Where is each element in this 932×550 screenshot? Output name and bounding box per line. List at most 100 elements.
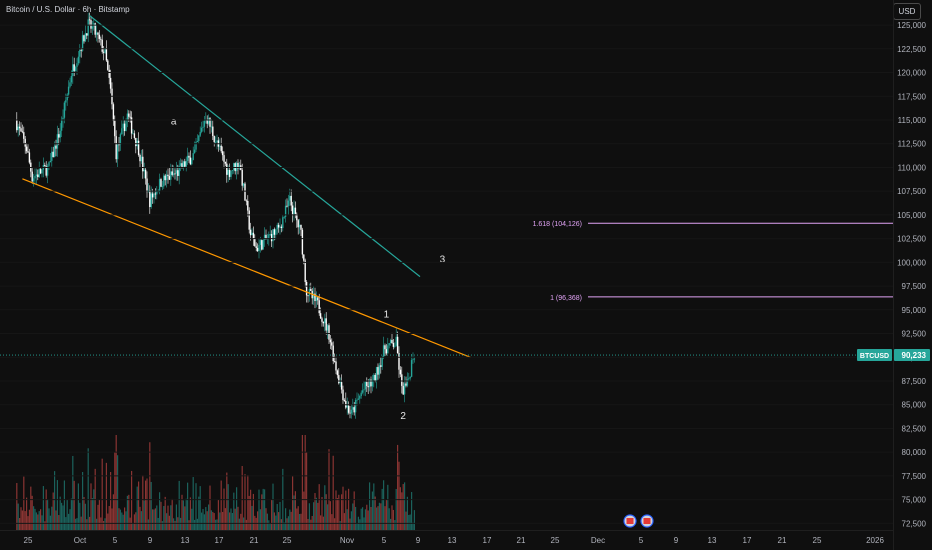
volume-bar xyxy=(110,472,112,530)
volume-bar xyxy=(118,508,120,530)
volume-bar xyxy=(334,518,336,530)
y-tick-label: 115,000 xyxy=(898,116,927,125)
volume-bar xyxy=(47,499,49,530)
volume-bar xyxy=(58,515,60,530)
candle-body xyxy=(24,138,26,147)
volume-bar xyxy=(306,452,308,530)
volume-bar xyxy=(87,448,89,530)
candle-body xyxy=(133,133,136,138)
candle-body xyxy=(46,165,49,176)
volume-bar xyxy=(272,483,274,530)
candle-body xyxy=(18,126,21,129)
candle-body xyxy=(212,126,214,137)
candle-body xyxy=(273,229,276,235)
volume-bar xyxy=(62,505,64,530)
candle-body xyxy=(314,293,316,302)
volume-bar xyxy=(387,484,389,530)
volume-bar xyxy=(413,510,415,530)
candle-body xyxy=(238,165,241,169)
volume-bar xyxy=(262,488,264,530)
volume-bar xyxy=(304,435,306,530)
volume-bar xyxy=(388,508,390,530)
candle-body xyxy=(284,205,287,217)
volume-bar xyxy=(397,444,399,530)
volume-bar xyxy=(402,484,404,530)
volume-bar xyxy=(399,487,401,530)
candle-body xyxy=(185,160,187,167)
volume-bar xyxy=(104,518,106,530)
candle-body xyxy=(231,170,234,171)
volume-bar xyxy=(163,506,165,530)
candle-body xyxy=(77,56,80,64)
candle-body xyxy=(150,193,152,207)
candle-body xyxy=(28,152,31,163)
volume-bar xyxy=(244,474,246,530)
candle-body xyxy=(339,382,341,384)
volume-bar xyxy=(37,514,39,530)
candle-body xyxy=(389,339,392,344)
candle-body xyxy=(332,345,334,362)
candle-body xyxy=(374,374,376,382)
candle-body xyxy=(347,405,350,413)
volume-bar xyxy=(145,480,147,530)
volume-bar xyxy=(238,518,240,530)
candle-body xyxy=(76,63,78,67)
volume-bar xyxy=(404,482,406,530)
candle-body xyxy=(72,64,74,77)
volume-bar xyxy=(317,502,319,530)
candle-body xyxy=(303,254,305,261)
candle-body xyxy=(405,383,407,386)
candle-body xyxy=(179,163,182,166)
x-tick-label: 13 xyxy=(181,536,190,545)
candle-body xyxy=(384,345,386,350)
candle-body xyxy=(315,297,318,302)
candle-body xyxy=(298,224,301,228)
candle-body xyxy=(95,32,98,35)
volume-bar xyxy=(19,517,21,530)
volume-bar xyxy=(294,491,296,530)
volume-bar xyxy=(329,501,331,530)
volume-bar xyxy=(49,515,51,530)
candle-body xyxy=(86,33,88,36)
candle-body xyxy=(401,374,403,386)
candle-body xyxy=(142,156,144,172)
volume-bar xyxy=(149,442,151,530)
volume-bar xyxy=(324,485,326,530)
candle-body xyxy=(35,174,38,176)
wave-label: 3 xyxy=(440,254,446,265)
volume-bar xyxy=(132,523,134,530)
candle-body xyxy=(293,207,295,215)
volume-bar xyxy=(359,519,361,530)
candle-body xyxy=(70,76,73,83)
candle-body xyxy=(27,151,29,153)
volume-bar xyxy=(175,504,177,530)
volume-bar xyxy=(154,508,156,530)
volume-bar xyxy=(371,491,373,530)
price-axis: 72,500 75,000 77,500 80,000 82,500 85,000 87,5… xyxy=(0,21,927,528)
volume-bar xyxy=(343,513,345,530)
candle-body xyxy=(45,166,47,176)
volume-bar xyxy=(220,480,222,530)
candle-body xyxy=(25,146,28,152)
candle-body xyxy=(107,60,109,70)
candle-body xyxy=(17,126,19,131)
candle-body xyxy=(60,119,63,131)
volume-bar xyxy=(310,519,312,530)
volume-bar xyxy=(209,485,211,530)
candle-body xyxy=(308,288,311,296)
candle-body xyxy=(354,400,357,413)
candle-body xyxy=(108,69,110,78)
volume-bar xyxy=(125,511,127,530)
candle-body xyxy=(227,169,229,175)
volume-bar xyxy=(273,512,275,530)
volume-bar xyxy=(362,507,364,530)
volume-bar xyxy=(16,483,18,530)
candle-body xyxy=(121,128,123,135)
event-icons[interactable] xyxy=(623,514,654,528)
candle-body xyxy=(198,135,200,141)
candle-body xyxy=(216,140,218,143)
volume-bar xyxy=(406,496,408,530)
candle-body xyxy=(272,229,274,242)
candle-body xyxy=(116,144,119,160)
